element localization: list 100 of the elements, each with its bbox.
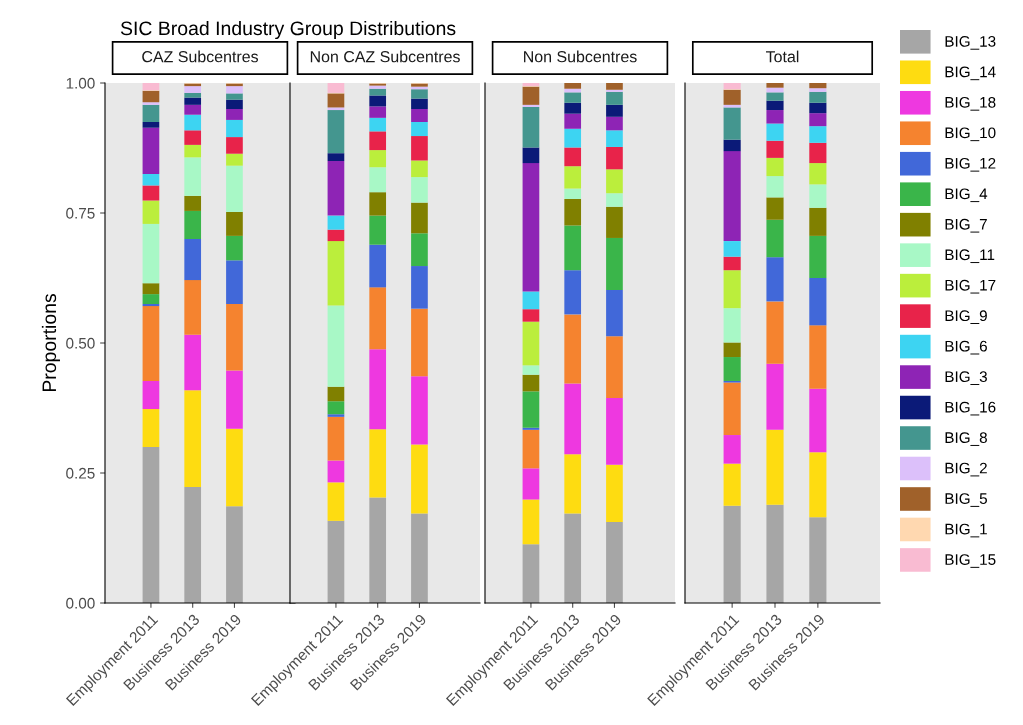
bar [766, 110, 784, 124]
bar [564, 513, 582, 603]
bar [411, 308, 428, 377]
bar [564, 454, 582, 514]
bar [226, 370, 243, 429]
bar [809, 88, 827, 92]
bar [809, 388, 827, 453]
bar [226, 137, 243, 154]
bar [766, 429, 784, 505]
legend-label: BIG_13 [945, 35, 996, 50]
bar [723, 241, 741, 257]
legend-label: BIG_5 [945, 493, 987, 507]
legend-label: BIG_4 [945, 188, 988, 203]
bar [522, 104, 540, 107]
bar [369, 429, 387, 498]
bar [564, 383, 582, 455]
bar [184, 280, 202, 335]
bar [142, 90, 160, 103]
bar [564, 270, 582, 315]
bar [723, 463, 741, 506]
bar [411, 160, 428, 178]
bar [766, 87, 784, 93]
bar [369, 349, 387, 430]
bar [142, 409, 160, 447]
bar [142, 283, 160, 295]
bar [606, 89, 623, 92]
bar [142, 174, 160, 186]
bar [184, 86, 202, 93]
bar [369, 95, 387, 107]
bar [369, 192, 387, 216]
bar [369, 497, 387, 603]
bar [606, 91, 623, 105]
bar [564, 113, 582, 129]
bar [723, 107, 741, 140]
bar [226, 428, 243, 507]
y-axis-title: Proportions [41, 293, 60, 392]
bar [809, 517, 827, 603]
bar [142, 447, 160, 603]
bar [142, 306, 160, 381]
bar [184, 92, 202, 98]
bar [564, 102, 582, 114]
bar [226, 99, 243, 109]
bar [411, 98, 428, 109]
legend-label: BIG_8 [945, 432, 987, 446]
bar [327, 401, 345, 415]
bar [766, 100, 784, 111]
bar [184, 239, 202, 281]
y-tick-label: 0.50 [66, 337, 95, 349]
bar [226, 109, 243, 120]
bar [184, 104, 202, 115]
chart-title: Total [765, 50, 799, 63]
bar [142, 185, 160, 201]
bar [184, 334, 202, 391]
bar [522, 321, 540, 366]
bar [809, 113, 827, 127]
bar [142, 294, 160, 304]
bar [766, 504, 784, 603]
bar [327, 93, 345, 108]
bar [723, 270, 741, 309]
bar [809, 91, 827, 103]
bar [766, 176, 784, 198]
bar [369, 287, 387, 350]
bar [411, 376, 428, 445]
bar [369, 88, 387, 96]
bar [369, 150, 387, 168]
bar [142, 200, 160, 224]
bar [226, 506, 243, 603]
bar [327, 229, 345, 242]
bar [327, 110, 345, 154]
bar [522, 163, 540, 292]
bar [522, 365, 540, 375]
bar [809, 235, 827, 278]
bar [522, 374, 540, 392]
legend-label: BIG_18 [945, 96, 996, 111]
bar [226, 119, 243, 138]
bar [226, 235, 243, 261]
bar [522, 86, 540, 105]
bar [809, 452, 827, 518]
bar [766, 123, 784, 141]
legend-label: BIG_7 [945, 218, 987, 233]
bar [606, 289, 623, 337]
bar [369, 117, 387, 132]
bar [184, 195, 202, 211]
bar [327, 215, 345, 230]
bar [369, 167, 387, 193]
legend-label: BIG_11 [945, 249, 995, 264]
bar [184, 210, 202, 239]
bar [142, 83, 160, 91]
bar [327, 161, 345, 216]
bar [809, 278, 827, 326]
bar [522, 106, 540, 148]
bar [142, 104, 160, 122]
bar [369, 131, 387, 151]
bar [723, 139, 741, 152]
bar [184, 130, 202, 145]
bar [184, 97, 202, 105]
bar [184, 487, 202, 603]
bar [723, 151, 741, 242]
bar [226, 93, 243, 100]
bar [411, 109, 428, 122]
